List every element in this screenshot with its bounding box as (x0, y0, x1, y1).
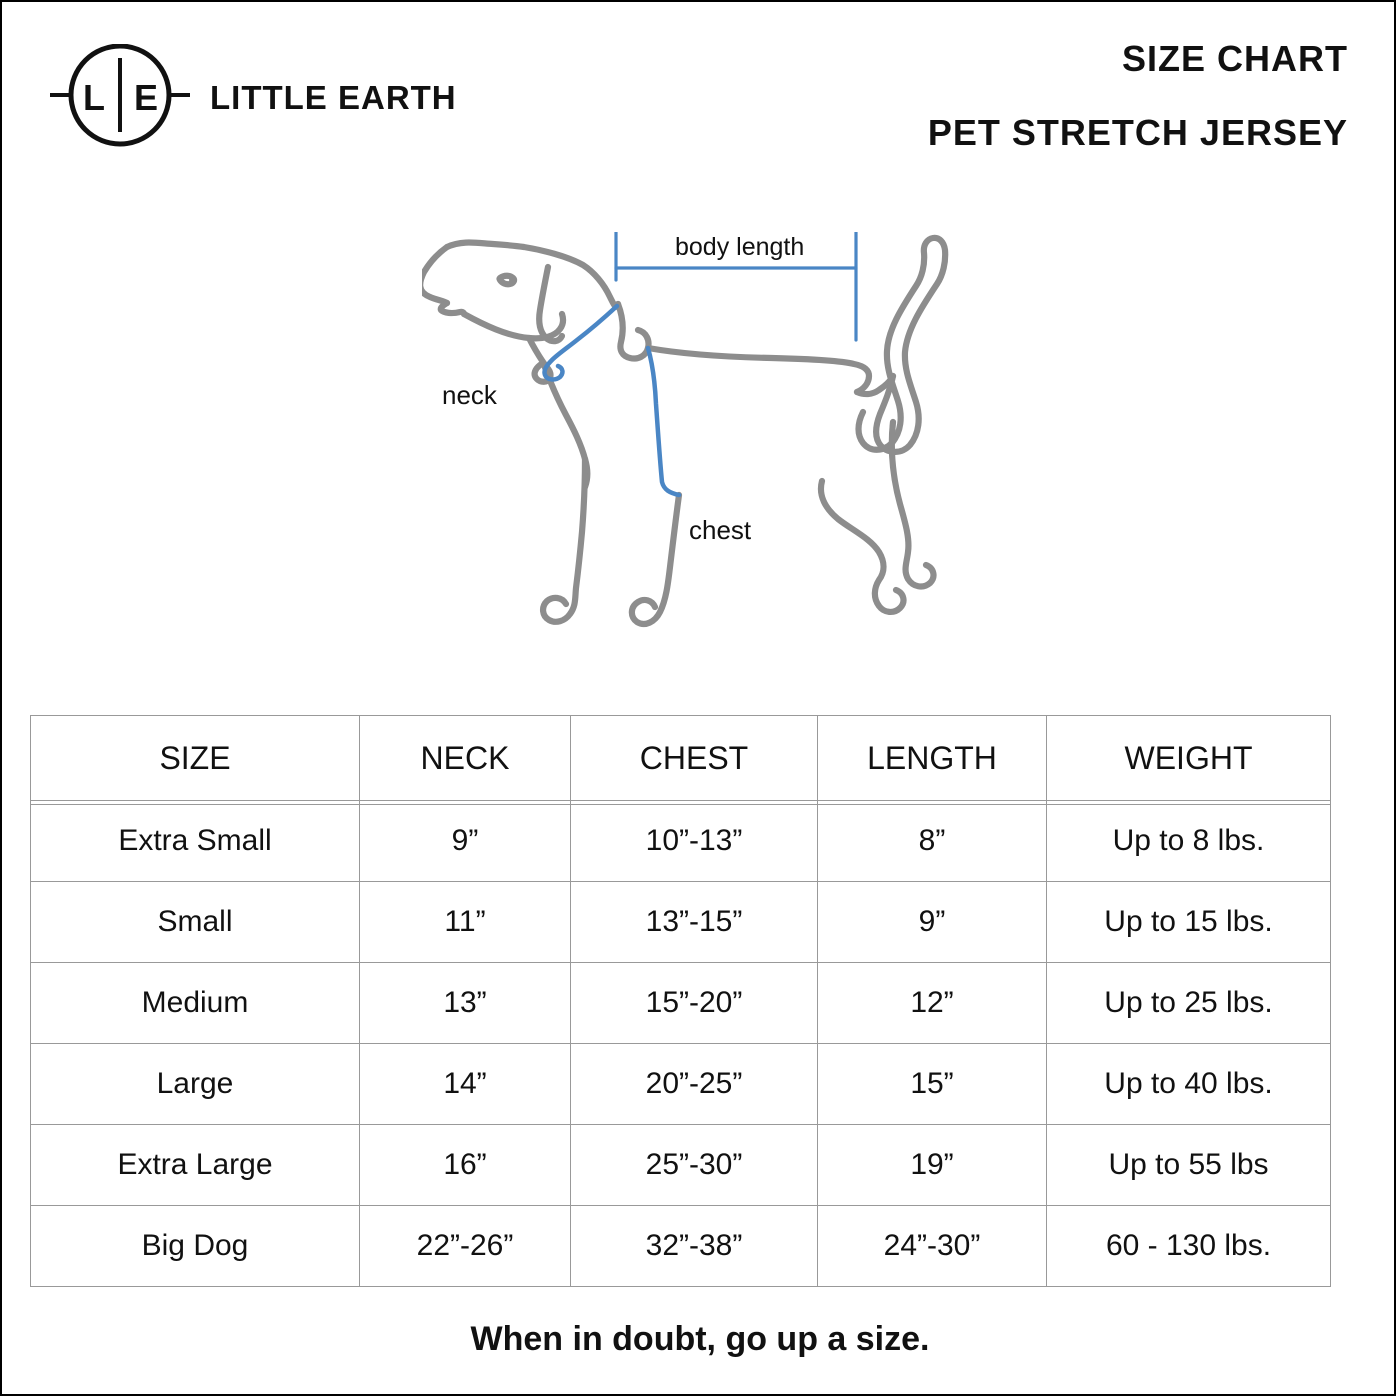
svg-text:E: E (134, 77, 158, 118)
svg-text:L: L (83, 77, 105, 118)
